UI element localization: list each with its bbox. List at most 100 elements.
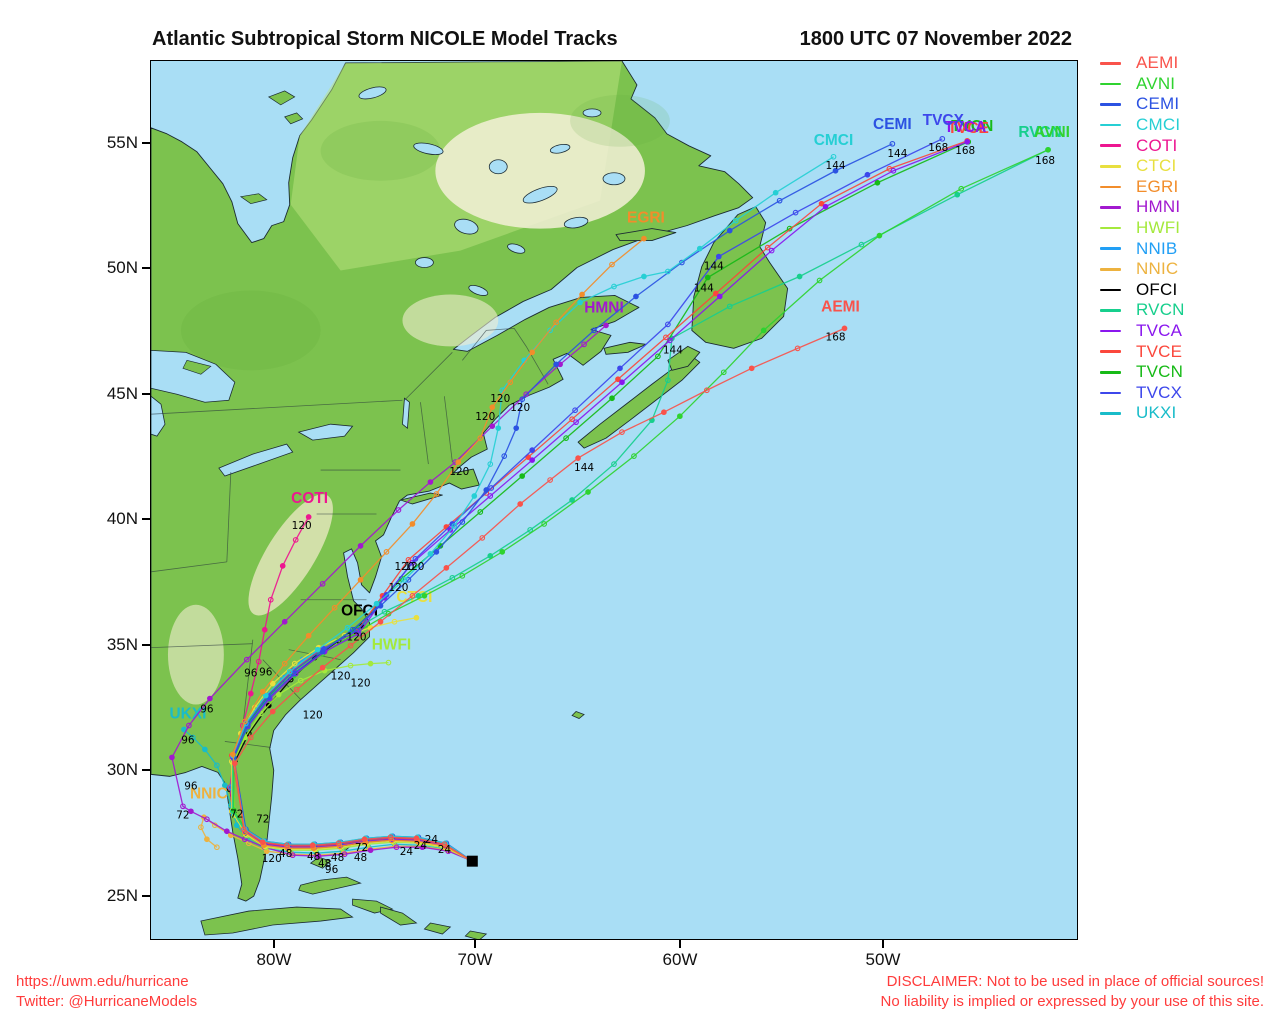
track-marker-hmni [204,816,210,823]
timestamp: 1800 UTC 07 November 2022 [799,28,1072,50]
track-marker-egri [336,843,343,850]
track-marker-avni [499,549,506,555]
track-marker-cmci [487,461,494,467]
track-marker-tvca [529,457,536,463]
track-marker-cmci [577,299,583,306]
track-marker-hmni [419,844,426,851]
hour-label: 48 [354,852,367,864]
track-marker-egri [383,549,390,555]
legend-item-tvcx: TVCX [1100,383,1185,404]
track-marker-tvcn [704,274,711,281]
track-marker-egri [507,379,514,386]
terrain-shade [180,290,321,371]
track-marker-avni [421,592,428,599]
track-marker-hwfi [367,660,374,667]
model-label-coti: COTI [291,490,328,507]
hour-label: 48 [279,848,292,860]
lon-tick-mark [474,940,476,948]
track-marker-hmni [188,808,194,815]
track-marker-cemi [591,327,597,334]
track-marker-egri [579,291,585,298]
legend-label-ukxi: UKXI [1136,403,1177,423]
track-marker-tvca [573,419,579,426]
hour-label: 168 [955,145,975,157]
track-marker-egri [284,845,291,852]
track-marker-tvcn [477,509,484,515]
track-marker-cemi [405,576,412,583]
track-marker-aemi [335,840,342,847]
legend-label-tvcx: TVCX [1136,382,1183,402]
track-marker-aemi [231,760,238,767]
legend-swatch-tvcn [1100,370,1121,374]
model-label-hwfi: HWFI [372,637,411,654]
legend-label-cemi: CEMI [1136,94,1180,114]
legend-swatch-tvca [1100,329,1121,333]
legend-swatch-ukxi [1100,412,1121,415]
track-marker-tvca [667,337,673,344]
track-marker-tvca [409,560,416,566]
hour-label: 144 [887,148,907,160]
track-marker-egri [455,459,462,465]
track-marker-cemi [519,396,526,403]
island-long-island [400,492,443,505]
track-marker-avni [1045,146,1051,153]
page-title: Atlantic Subtropical Storm NICOLE Model … [152,28,618,50]
track-marker-cmci [830,153,837,160]
hour-label: 144 [574,462,594,474]
hour-label: 120 [388,582,408,594]
track-marker-ukxi [202,746,208,753]
model-label-tvca: TVCA [944,119,986,136]
track-marker-cmci [451,523,458,529]
track-marker-avni [720,369,727,376]
hour-label: 120 [351,678,371,690]
track-marker-egri [241,718,248,725]
site-url: https://uwm.edu/hurricane [16,973,189,990]
track-marker-hmni [315,853,322,860]
track-marker-egri [477,435,484,441]
model-label-tvcx: TVCX [923,112,965,129]
track-marker-aemi [309,842,316,849]
legend-swatch-ctci [1100,164,1121,168]
legend-label-hwfi: HWFI [1136,218,1181,238]
legend-item-tvcn: TVCN [1100,362,1185,383]
track-marker-aemi [283,842,290,849]
track-marker-aemi [387,834,394,841]
legend-label-tvca: TVCA [1136,321,1183,341]
lat-tick-mark [142,393,150,395]
track-marker-avni [677,413,683,420]
hour-label: 168 [928,142,948,154]
storm-start-marker [466,855,478,867]
island-nova-scotia [577,355,701,449]
track-marker-egri [553,319,559,326]
hour-label: 24 [438,844,452,856]
track-marker-cmci [401,576,408,583]
track-marker-tvcx [572,407,578,414]
hour-label: 120 [404,561,424,573]
hour-label: 24 [400,846,414,858]
track-marker-aemi [619,429,625,435]
track-marker-avni [230,807,237,814]
hour-label: 96 [325,864,338,876]
track-marker-egri [529,349,536,356]
track-marker-rvcn [487,553,494,559]
hour-label: 120 [475,411,495,423]
track-marker-aemi [409,592,416,599]
track-marker-cemi [776,197,783,204]
legend-label-tvce: TVCE [1136,341,1183,361]
hour-label: 96 [181,734,194,746]
legend-item-ofci: OFCI [1100,280,1185,301]
track-marker-tvcn [563,435,569,441]
legend-item-cmci: CMCI [1100,115,1185,136]
hour-label: 48 [331,852,344,864]
track-marker-egri [409,521,416,527]
lat-tick-label: 25N [106,886,138,905]
lat-tick-label: 45N [106,384,138,403]
track-marker-egri [281,660,288,667]
hour-label: 120 [449,466,469,478]
track-marker-cemi [553,361,559,368]
track-marker-rvcn [954,191,961,198]
track-marker-avni [541,521,547,527]
model-label-nnic: NNIC [190,785,228,802]
track-marker-hmni [367,847,374,854]
